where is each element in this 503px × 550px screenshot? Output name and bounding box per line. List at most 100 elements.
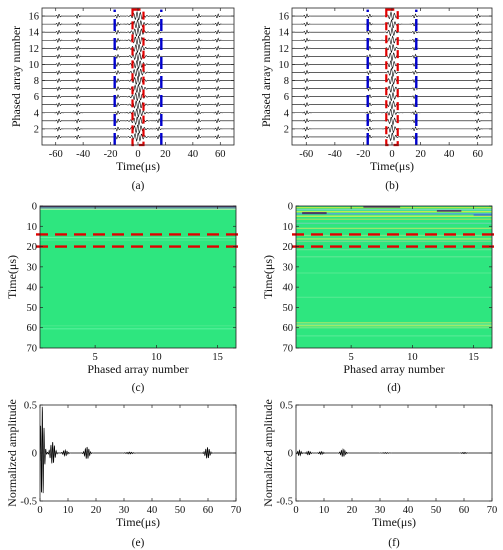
x-tick-label: -60 — [299, 149, 313, 160]
y-tick-label: 70 — [27, 344, 38, 355]
x-tick-label: 10 — [407, 352, 418, 363]
y-tick-label: 10 — [27, 222, 38, 233]
heatmap-band — [296, 256, 492, 258]
x-tick-label: 20 — [160, 149, 171, 160]
y-tick-label: -0.5 — [276, 497, 293, 508]
waveform-channel — [42, 91, 234, 102]
y-tick-label: 0 — [32, 202, 37, 213]
y-axis-label: Normalized amplitude — [261, 399, 275, 507]
waveform-channel — [42, 124, 234, 134]
x-tick-label: 0 — [293, 505, 298, 516]
x-tick-label: 5 — [93, 352, 98, 363]
y-tick-label: 60 — [27, 323, 38, 334]
waveform-channel — [292, 116, 492, 126]
waveform-channel — [42, 83, 234, 93]
heatmap-band — [296, 238, 492, 240]
x-axis-label: Phased array number — [343, 362, 444, 376]
heatmap-background — [40, 206, 236, 348]
x-tick-label: 60 — [203, 505, 214, 516]
plot-area — [42, 10, 234, 142]
panel-label: (a) — [132, 180, 145, 192]
panel-e: 0 10 20 30 40 50 60 70-0.500.5Time(μs)Normalize… — [5, 399, 241, 549]
y-tick-label: 12 — [29, 44, 40, 55]
heatmap-block — [302, 212, 327, 215]
x-tick-label: 10 — [151, 352, 162, 363]
panel-label: (f) — [388, 537, 400, 549]
x-tick-label: 0 — [389, 149, 394, 160]
x-tick-label: -40 — [328, 149, 342, 160]
x-tick-label: 15 — [212, 352, 223, 363]
y-tick-label: 50 — [283, 303, 294, 314]
y-tick-label: 2 — [34, 124, 39, 135]
y-tick-label: 0.5 — [24, 401, 37, 412]
heatmap-band — [296, 325, 492, 327]
heatmap-band — [296, 209, 492, 211]
x-axis-label: Time(μs) — [116, 159, 160, 173]
heatmap-band — [296, 213, 492, 215]
heatmap-band — [296, 240, 492, 242]
waveform-channel — [42, 10, 234, 21]
heatmap-block — [363, 206, 401, 208]
y-tick-label: 0 — [288, 202, 293, 213]
heatmap-band — [40, 239, 236, 241]
x-tick-label: 50 — [175, 505, 186, 516]
y-tick-label: 2 — [284, 124, 289, 135]
x-tick-label: 60 — [472, 149, 483, 160]
axes-frame — [295, 205, 493, 349]
x-axis-label: Time(μs) — [372, 515, 416, 529]
x-tick-label: 0 — [37, 505, 42, 516]
axes-frame — [39, 205, 237, 349]
heatmap-band — [40, 328, 236, 330]
x-tick-label: -20 — [356, 149, 370, 160]
x-tick-label: 15 — [468, 352, 479, 363]
y-tick-label: 6 — [34, 92, 39, 103]
y-tick-label: 14 — [29, 28, 40, 39]
y-tick-label: 16 — [279, 12, 290, 23]
waveform-channel — [292, 100, 492, 110]
y-tick-label: 20 — [27, 242, 38, 253]
waveform-channel — [42, 75, 234, 86]
x-tick-label: 60 — [215, 149, 226, 160]
x-tick-label: 40 — [147, 505, 158, 516]
heatmap-band — [296, 215, 492, 217]
y-tick-label: -0.5 — [20, 497, 37, 508]
x-axis-label: Phased array number — [87, 362, 188, 376]
x-tick-label: -60 — [49, 149, 63, 160]
panel-f: 0 10 20 30 40 50 60 70-0.500.5Time(μs)Normalize… — [261, 399, 497, 549]
x-tick-label: 40 — [188, 149, 199, 160]
waveform-channel — [292, 67, 492, 78]
x-tick-label: 5 — [349, 352, 354, 363]
waveform-channel — [42, 27, 234, 37]
y-tick-label: 6 — [284, 92, 289, 103]
plot-area — [296, 448, 492, 457]
y-tick-label: 70 — [283, 344, 294, 355]
y-tick-label: 50 — [27, 303, 38, 314]
heatmap-band — [40, 207, 236, 209]
x-tick-label: 10 — [63, 505, 74, 516]
x-tick-label: 20 — [415, 149, 426, 160]
plot-area — [296, 206, 492, 348]
waveform-line — [296, 448, 492, 457]
x-tick-label: 60 — [459, 505, 470, 516]
heatmap-band — [296, 272, 492, 274]
heatmap-band — [296, 227, 492, 230]
heatmap-band — [296, 222, 492, 224]
waveform-channel — [292, 83, 492, 93]
x-axis-label: Time(μs) — [116, 515, 160, 529]
y-tick-label: 60 — [283, 323, 294, 334]
waveform-channel — [42, 35, 234, 46]
heatmap-band — [296, 327, 492, 329]
y-tick-label: 8 — [284, 76, 289, 87]
waveform-channel — [42, 108, 234, 118]
waveform-channel — [42, 43, 234, 54]
heatmap-band — [296, 249, 492, 251]
y-axis-label: Time(μs) — [261, 255, 275, 299]
panel-d: 5 10 15 0 10 20 30 40 50 60 70 Phased array number T… — [261, 202, 496, 394]
heatmap-band — [296, 207, 492, 209]
y-tick-label: 0.5 — [280, 401, 293, 412]
plot-area — [292, 11, 492, 142]
waveform-channel — [42, 18, 234, 29]
y-tick-label: 4 — [34, 108, 40, 119]
heatmap-block — [473, 214, 492, 216]
plot-area — [40, 406, 236, 494]
